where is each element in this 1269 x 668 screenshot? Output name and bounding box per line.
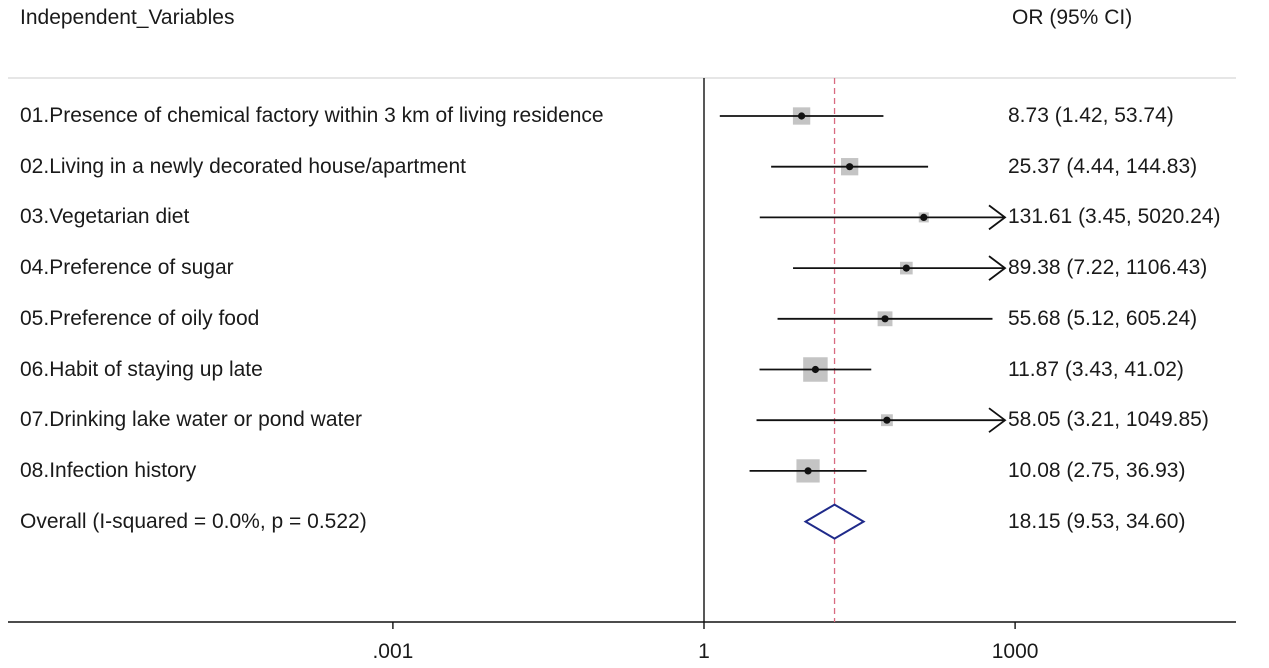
ci-arrow [988,407,1007,433]
overall-diamond [803,503,866,540]
row-ci-text: 89.38 (7.22, 1106.43) [1008,256,1208,280]
row-label: 04.Preference of sugar [20,256,234,280]
point-estimate [811,365,820,374]
x-tick-label: 1000 [991,640,1039,663]
row-ci-text: 25.37 (4.44, 144.83) [1008,154,1198,178]
row-label: 02.Living in a newly decorated house/apa… [20,154,466,178]
row-label: 07.Drinking lake water or pond water [20,408,363,432]
x-tick-label: .001 [372,640,414,663]
row-ci-text: 55.68 (5.12, 605.24) [1008,306,1198,330]
row-label: 08.Infection history [20,458,197,482]
row-ci-text: 10.08 (2.75, 36.93) [1008,458,1186,482]
ci-arrow [988,255,1007,281]
point-estimate [804,467,812,475]
point-estimate [902,264,910,272]
column-header-or: OR (95% CI) [1012,6,1133,29]
row-ci-text: 58.05 (3.21, 1049.85) [1008,408,1209,432]
point-estimate [797,112,806,120]
ci-arrow [988,204,1007,231]
row-ci-text: 8.73 (1.42, 53.74) [1008,104,1174,127]
row-label: 03.Vegetarian diet [20,205,190,229]
point-estimate [846,163,854,171]
point-estimate [920,213,928,221]
point-estimate [881,315,889,323]
overall-ci-text: 18.15 (9.53, 34.60) [1008,509,1186,533]
row-label: 05.Preference of oily food [20,306,260,330]
point-estimate [883,416,891,424]
row-ci-text: 131.61 (3.45, 5020.24) [1008,205,1221,229]
overall-label: Overall (I-squared = 0.0%, p = 0.522) [20,509,367,533]
x-tick-label: 1 [698,640,710,663]
row-label: 01.Presence of chemical factory within 3… [20,104,604,127]
row-ci-text: 11.87 (3.43, 41.02) [1008,357,1184,381]
column-header-variables: Independent_Variables [20,6,235,29]
row-label: 06.Habit of staying up late [20,357,263,381]
